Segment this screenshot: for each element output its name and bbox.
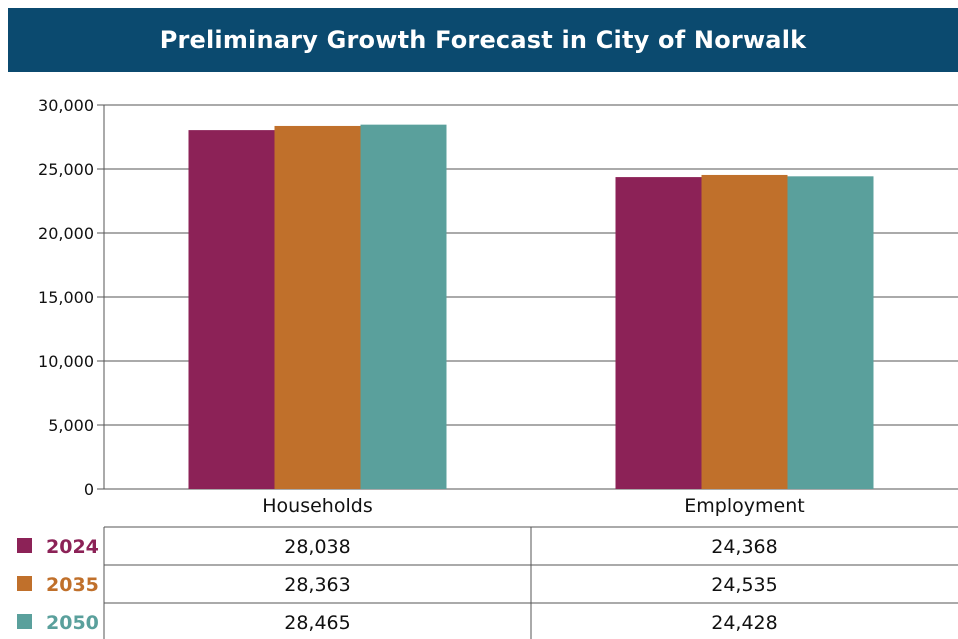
legend-label-2035: 2035 [46, 574, 99, 596]
bar-2035-employment [701, 174, 788, 489]
y-tick-label: 15,000 [38, 288, 94, 307]
y-tick-label: 5,000 [48, 416, 94, 435]
bar-2035-households [274, 125, 361, 489]
table-cell-value: 24,368 [711, 536, 777, 558]
bar-2024-employment [615, 177, 702, 489]
legend-swatch-2050 [17, 614, 32, 629]
y-tick-label: 20,000 [38, 224, 94, 243]
table-cell-value: 24,535 [711, 574, 777, 596]
table-cell-value: 24,428 [711, 612, 777, 634]
legend-swatch-2035 [17, 576, 32, 591]
table-cell-value: 28,465 [284, 612, 350, 634]
legend-swatch-2024 [17, 538, 32, 553]
legend-label-2024: 2024 [46, 536, 99, 558]
y-tick-label: 10,000 [38, 352, 94, 371]
bar-2024-households [188, 130, 275, 490]
bar-2050-employment [787, 176, 874, 489]
y-tick-label: 0 [84, 480, 94, 499]
category-label: Households [262, 495, 372, 517]
table-cell-value: 28,038 [284, 536, 350, 558]
y-tick-label: 30,000 [38, 96, 94, 115]
category-label: Employment [684, 495, 804, 517]
title-bar: Preliminary Growth Forecast in City of N… [8, 8, 958, 72]
y-tick-label: 25,000 [38, 160, 94, 179]
chart-title: Preliminary Growth Forecast in City of N… [159, 26, 807, 54]
bar-2050-households [360, 124, 447, 489]
table-cell-value: 28,363 [284, 574, 350, 596]
legend-label-2050: 2050 [46, 612, 99, 634]
